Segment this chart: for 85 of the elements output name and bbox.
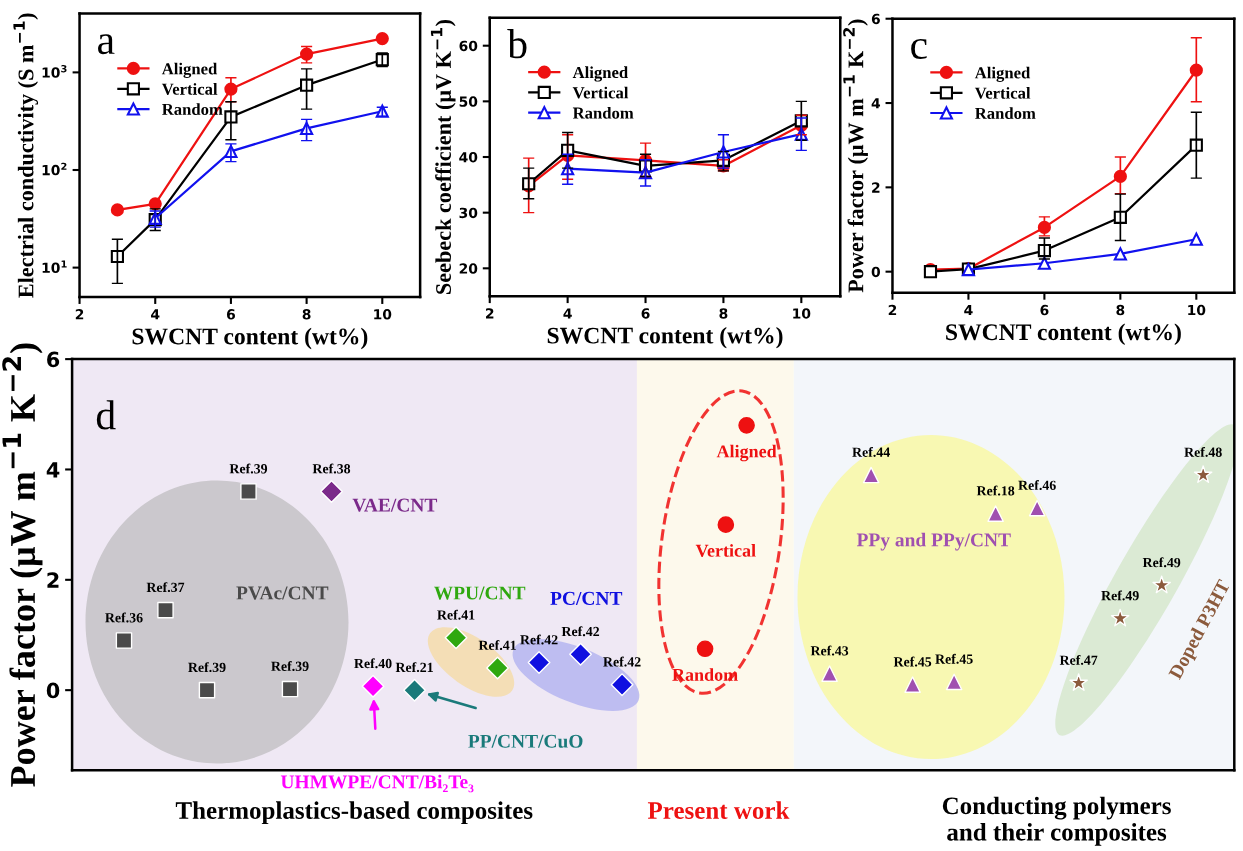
data-label: Ref.48 bbox=[1184, 446, 1222, 457]
series-label: VAE/CNT bbox=[352, 498, 438, 512]
text: PVAc/CNT bbox=[236, 586, 329, 600]
data-label: Ref.39 bbox=[188, 662, 226, 673]
data-label: Ref.45 bbox=[935, 653, 973, 664]
text: Present work bbox=[647, 801, 790, 819]
text: PP/CNT/CuO bbox=[468, 734, 583, 748]
x-tick-label: 8 bbox=[1116, 304, 1125, 316]
annotation: a bbox=[98, 34, 115, 55]
data-label: Ref.46 bbox=[1018, 480, 1056, 491]
data-label: Ref.47 bbox=[1059, 654, 1098, 665]
y-tick-label: 50 bbox=[459, 96, 478, 107]
data-label: Ref.21 bbox=[395, 662, 433, 673]
data-label: Ref.49 bbox=[1142, 557, 1181, 568]
x-tick-label: 10 bbox=[793, 308, 811, 319]
data-label: Ref.41 bbox=[437, 609, 475, 620]
x-axis-title: SWCNT content (wt%) bbox=[946, 323, 1181, 345]
x-tick-label: 6 bbox=[226, 309, 236, 320]
data-label: Ref.37 bbox=[146, 582, 185, 593]
data-label: Ref.39 bbox=[229, 463, 268, 474]
y-tick-label: 4 bbox=[46, 462, 60, 478]
x-tick-label: 6 bbox=[1040, 304, 1049, 316]
data-label: Aligned bbox=[716, 444, 777, 462]
y-tick-label: 20 bbox=[459, 263, 478, 274]
y-tick-label: 6 bbox=[47, 351, 60, 368]
y-tick-label: 10$^{2}$ bbox=[42, 162, 67, 176]
x-tick-label: 6 bbox=[641, 308, 650, 319]
x-tick-label: 4 bbox=[563, 308, 572, 319]
y-tick-label: 0 bbox=[871, 266, 880, 278]
y-tick-label: 30 bbox=[459, 207, 478, 219]
x-tick-label: 10 bbox=[1188, 304, 1206, 316]
legend-label: Random bbox=[975, 107, 1036, 119]
x-axis-title: SWCNT content (wt%) bbox=[132, 327, 368, 350]
data-label: Ref.41 bbox=[478, 640, 516, 651]
data-label: Ref.36 bbox=[105, 612, 143, 623]
y-tick-label: 10$^{1}$ bbox=[42, 260, 67, 273]
x-axis-title: SWCNT content (wt%) bbox=[547, 326, 783, 349]
text: Conducting polymers and their composites bbox=[942, 796, 1171, 846]
y-tick-label: 40 bbox=[459, 151, 478, 163]
y-tick-label: 10$^{3}$ bbox=[42, 65, 67, 78]
data-label: Ref.42 bbox=[561, 626, 600, 637]
data-label: Ref.44 bbox=[852, 446, 890, 457]
x-tick-label: 2 bbox=[75, 309, 84, 320]
data-label: Vertical bbox=[695, 544, 756, 557]
series-label: WPU/CNT bbox=[434, 586, 526, 600]
text: UHMWPE/CNT/Bi₂Te₃ bbox=[280, 774, 474, 793]
legend-label: Vertical bbox=[572, 86, 629, 99]
y-tick-label: 2 bbox=[47, 572, 59, 588]
y-tick-label: 6 bbox=[871, 13, 880, 25]
x-tick-label: 8 bbox=[719, 308, 728, 319]
y-axis-title: Seebeck coefficient (μV K$^{−1}$) bbox=[430, 20, 456, 294]
x-tick-label: 10 bbox=[374, 309, 392, 320]
y-tick-label: 4 bbox=[871, 98, 881, 109]
data-label: Ref.39 bbox=[271, 661, 309, 672]
legend-label: Aligned bbox=[572, 66, 628, 82]
y-tick-label: 2 bbox=[872, 182, 880, 193]
x-tick-label: 2 bbox=[888, 304, 897, 316]
y-tick-label: 0 bbox=[46, 682, 60, 699]
data-label: Ref.49 bbox=[1101, 590, 1139, 601]
series-label: PPy and PPy/CNT bbox=[856, 532, 1011, 551]
x-tick-label: 8 bbox=[302, 309, 311, 320]
data-label: Ref.43 bbox=[810, 645, 849, 656]
data-label: Ref.45 bbox=[893, 656, 932, 667]
legend-label: Vertical bbox=[974, 87, 1031, 99]
legend-label: Aligned bbox=[161, 62, 218, 78]
data-label: Ref.40 bbox=[354, 658, 392, 669]
data-label: Ref.42 bbox=[520, 634, 558, 645]
data-label: Ref.42 bbox=[603, 656, 641, 667]
legend-label: Random bbox=[572, 106, 634, 119]
annotation: b bbox=[507, 29, 527, 59]
annotation: c bbox=[911, 38, 927, 60]
y-axis-title: Power factor (μW m$^{−1}$ K$^{−2}$) bbox=[843, 19, 868, 293]
y-axis-title: Electrial conductivity (S m$^{−1}$) bbox=[13, 13, 39, 298]
data-label: Ref.38 bbox=[312, 463, 351, 474]
annotation: d bbox=[96, 400, 116, 430]
legend-label: Vertical bbox=[161, 83, 218, 95]
y-tick-label: 60 bbox=[459, 40, 478, 52]
text: PC/CNT bbox=[550, 591, 623, 605]
x-tick-label: 2 bbox=[486, 308, 494, 319]
x-tick-label: 4 bbox=[151, 309, 160, 320]
x-tick-label: 4 bbox=[964, 304, 973, 316]
legend-label: Aligned bbox=[974, 66, 1031, 82]
y-axis-title: Power factor (μW m$^{−1}$ K$^{−2}$) bbox=[2, 343, 43, 787]
data-label: Ref.18 bbox=[976, 485, 1015, 496]
text: Thermoplastics-based composites bbox=[175, 801, 533, 825]
